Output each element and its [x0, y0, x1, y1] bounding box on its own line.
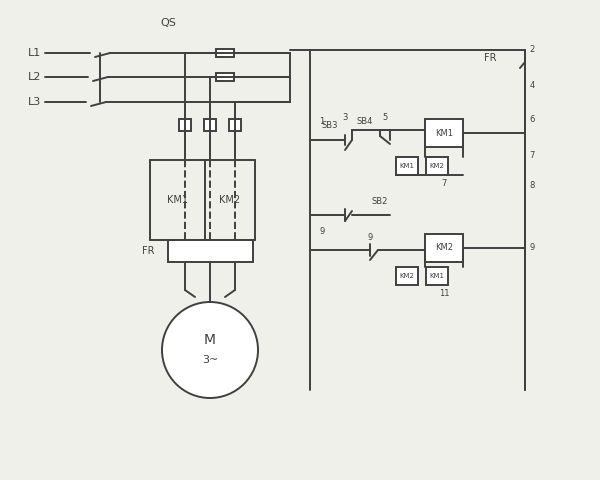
Text: KM1: KM1 [167, 195, 188, 205]
Text: 9: 9 [319, 228, 325, 237]
Text: 1: 1 [319, 118, 325, 127]
Text: SB4: SB4 [357, 118, 373, 127]
Text: 7: 7 [530, 151, 535, 159]
Text: 9: 9 [530, 243, 535, 252]
Text: 3: 3 [343, 113, 347, 122]
Text: 2: 2 [530, 46, 535, 55]
Text: 4: 4 [530, 81, 535, 89]
Bar [426, 267, 448, 285]
Bar [426, 157, 448, 175]
Text: 6: 6 [530, 116, 535, 124]
Text: L3: L3 [28, 97, 41, 107]
Text: L1: L1 [28, 48, 41, 58]
Bar [425, 119, 463, 147]
Text: 9: 9 [367, 232, 373, 241]
Bar [425, 234, 463, 262]
Text: M: M [204, 333, 216, 347]
Text: QS: QS [160, 18, 176, 28]
Bar [216, 49, 234, 57]
Text: KM2: KM2 [430, 163, 445, 169]
Text: KM2: KM2 [220, 195, 241, 205]
Text: SB3: SB3 [322, 120, 338, 130]
Bar [179, 119, 191, 131]
Text: KM1: KM1 [400, 163, 415, 169]
Text: 8: 8 [530, 180, 535, 190]
Text: L2: L2 [28, 72, 41, 82]
Bar [396, 157, 418, 175]
Text: SB2: SB2 [372, 197, 388, 206]
Text: 7: 7 [442, 179, 446, 188]
Text: KM1: KM1 [435, 129, 453, 137]
Text: KM1: KM1 [430, 273, 445, 279]
Text: FR: FR [142, 246, 154, 256]
Bar [216, 73, 234, 81]
Circle shape [162, 302, 258, 398]
Bar [396, 267, 418, 285]
Bar [168, 240, 253, 262]
Bar [229, 119, 241, 131]
Text: 5: 5 [382, 113, 388, 122]
Text: KM2: KM2 [400, 273, 415, 279]
Bar [204, 119, 216, 131]
Text: 3~: 3~ [202, 355, 218, 365]
Text: 11: 11 [439, 288, 449, 298]
Text: FR: FR [484, 53, 496, 63]
Text: KM2: KM2 [435, 243, 453, 252]
